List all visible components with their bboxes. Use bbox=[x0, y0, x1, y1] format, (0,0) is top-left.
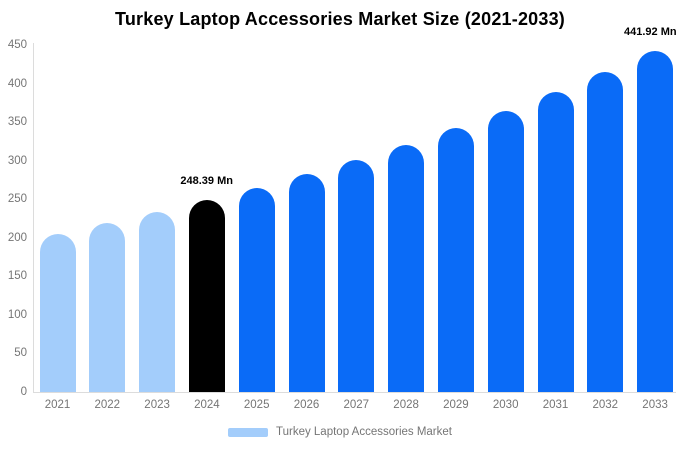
x-tick-label: 2030 bbox=[492, 399, 519, 411]
x-tick-label: 2025 bbox=[243, 399, 270, 411]
bar-2025[interactable] bbox=[238, 187, 275, 392]
bar-2029[interactable] bbox=[437, 128, 474, 392]
y-tick-label: 50 bbox=[14, 347, 27, 360]
bar-2027[interactable] bbox=[338, 159, 375, 392]
bar-2033[interactable] bbox=[637, 51, 674, 392]
y-tick-label: 350 bbox=[7, 116, 27, 129]
x-tick-label: 2029 bbox=[443, 399, 469, 411]
x-tick-label: 2033 bbox=[642, 399, 668, 411]
legend-item[interactable]: Turkey Laptop Accessories Market bbox=[228, 424, 452, 440]
bar-2032[interactable] bbox=[587, 72, 624, 392]
y-tick-label: 250 bbox=[7, 193, 27, 206]
y-tick-label: 200 bbox=[7, 231, 27, 244]
x-tick-label: 2021 bbox=[44, 399, 71, 411]
x-tick-label: 2032 bbox=[592, 399, 619, 411]
x-tick-label: 2027 bbox=[343, 399, 370, 411]
x-tick-label: 2024 bbox=[194, 399, 220, 411]
y-tick-label: 400 bbox=[7, 77, 27, 90]
x-tick-label: 2028 bbox=[393, 399, 419, 411]
x-tick-label: 2031 bbox=[542, 399, 569, 411]
x-tick-label: 2023 bbox=[144, 399, 170, 411]
bar-2021[interactable] bbox=[39, 233, 76, 392]
bar-2023[interactable] bbox=[139, 212, 176, 392]
y-tick-label: 450 bbox=[7, 39, 27, 51]
legend: Turkey Laptop Accessories Market bbox=[0, 424, 680, 440]
x-tick-label: 2022 bbox=[94, 399, 121, 411]
bar-2031[interactable] bbox=[537, 92, 574, 392]
x-tick-label: 2026 bbox=[293, 399, 320, 411]
y-tick-label: 100 bbox=[7, 308, 27, 321]
y-tick-label: 0 bbox=[20, 386, 27, 398]
legend-label: Turkey Laptop Accessories Market bbox=[276, 426, 452, 438]
y-tick-label: 300 bbox=[7, 154, 27, 167]
bar-2026[interactable] bbox=[288, 174, 325, 392]
data-label-2024: 248.39 Mn bbox=[180, 175, 233, 188]
bar-2024[interactable] bbox=[188, 200, 225, 392]
bar-2028[interactable] bbox=[388, 144, 425, 392]
x-axis-line bbox=[33, 392, 676, 393]
chart-title: Turkey Laptop Accessories Market Size (2… bbox=[114, 9, 565, 29]
y-axis-line bbox=[33, 43, 34, 392]
data-label-2033: 441.92 Mn bbox=[624, 26, 677, 39]
bar-2030[interactable] bbox=[487, 110, 524, 392]
bar-2022[interactable] bbox=[89, 223, 126, 392]
y-tick-label: 150 bbox=[7, 270, 27, 283]
legend-swatch-icon bbox=[228, 427, 268, 437]
